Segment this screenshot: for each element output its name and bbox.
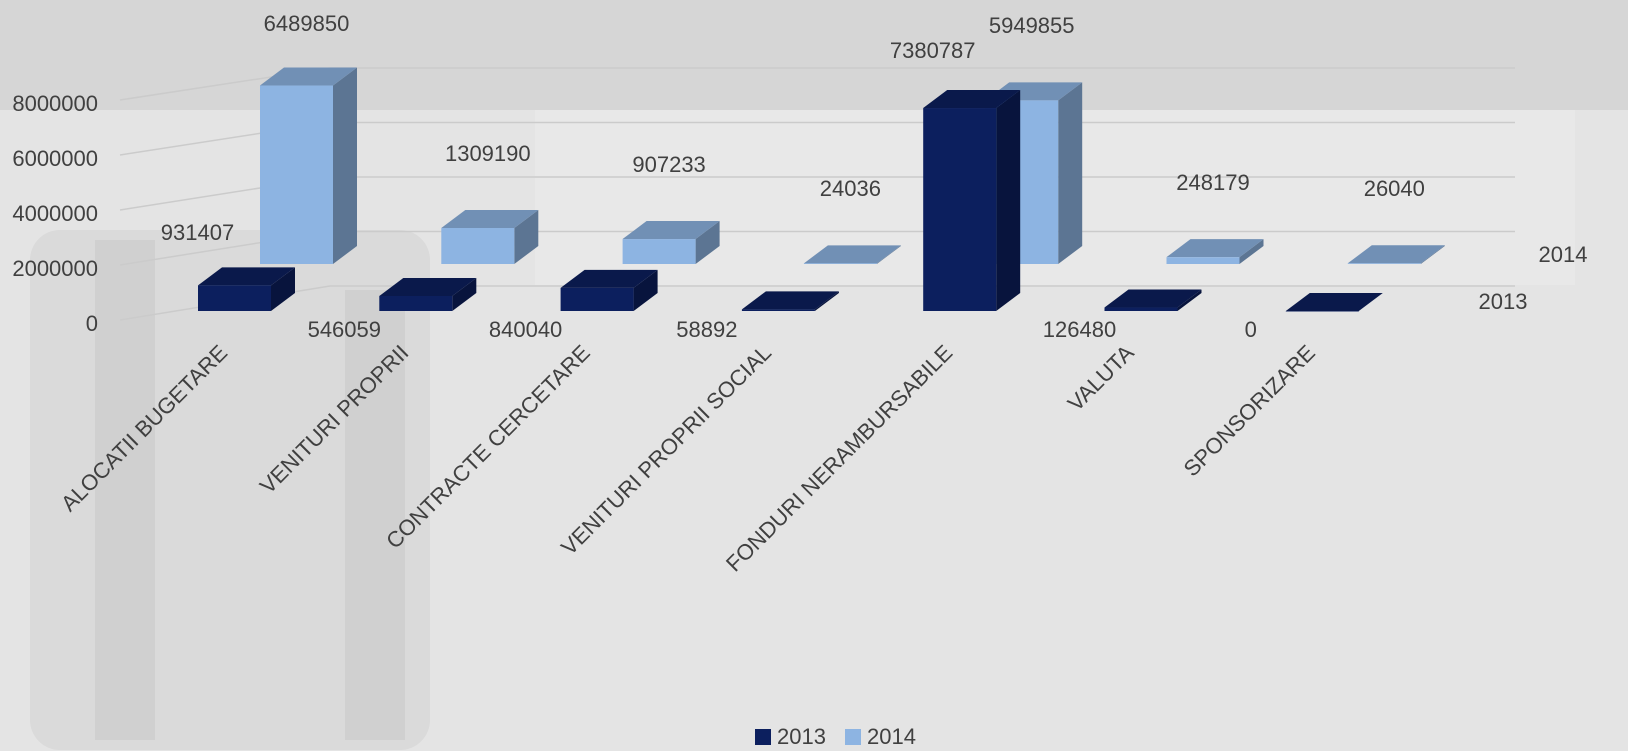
- bar-top: [1347, 245, 1445, 264]
- bar-front: [441, 227, 515, 264]
- bar: [1104, 289, 1202, 311]
- bar: [622, 221, 720, 264]
- bar-front: [1285, 311, 1359, 312]
- data-label: 1309190: [445, 141, 531, 166]
- data-label: 546059: [308, 317, 381, 342]
- bar-top: [1166, 239, 1264, 258]
- bar: [1166, 239, 1264, 264]
- bar-front: [741, 309, 815, 311]
- bar: [923, 90, 1021, 312]
- bar-front: [260, 85, 333, 265]
- bar-side: [695, 221, 720, 264]
- background-shape: [345, 290, 405, 740]
- bar-front: [1166, 257, 1240, 264]
- bar-front: [622, 239, 696, 264]
- data-label: 58892: [676, 317, 737, 342]
- bar-side: [1239, 239, 1264, 264]
- data-label: 126480: [1043, 317, 1116, 342]
- bar: [1347, 245, 1445, 264]
- bar: [260, 67, 357, 265]
- bar-top: [1104, 289, 1202, 308]
- bar-side: [876, 245, 901, 264]
- bar-side: [814, 291, 839, 311]
- bar-side: [1420, 245, 1445, 264]
- bar-top: [622, 221, 720, 240]
- legend-label: 2014: [867, 724, 916, 749]
- bar-side: [633, 269, 658, 311]
- series-axis-label: 2014: [1539, 242, 1588, 267]
- data-label: 5949855: [989, 13, 1075, 38]
- legend-swatch: [755, 729, 771, 745]
- y-tick-label: 2000000: [12, 256, 98, 281]
- bar: [803, 245, 901, 264]
- data-label: 931407: [161, 220, 234, 245]
- bar-top: [198, 267, 295, 286]
- legend-label: 2013: [777, 724, 826, 749]
- bar-top: [741, 291, 839, 310]
- bar-side: [271, 267, 295, 311]
- bar: [741, 291, 839, 311]
- bar-top: [260, 67, 357, 86]
- bar-side: [1177, 289, 1202, 311]
- bar-front: [923, 108, 997, 312]
- bar-top: [803, 245, 901, 264]
- legend-swatch: [845, 729, 861, 745]
- background-band: [0, 0, 1628, 110]
- bar-top: [379, 277, 477, 296]
- data-label: 907233: [632, 152, 705, 177]
- bar-side: [333, 67, 357, 265]
- data-label: 6489850: [264, 11, 350, 36]
- background-shape: [95, 240, 155, 740]
- bar-side: [1058, 82, 1083, 264]
- bar-front: [198, 285, 271, 311]
- bar: [560, 269, 658, 311]
- bar: [198, 267, 295, 311]
- bar-side: [514, 209, 539, 264]
- data-label: 840040: [489, 317, 562, 342]
- data-label: 24036: [820, 176, 881, 201]
- y-tick-label: 6000000: [12, 146, 98, 171]
- bar-top: [441, 209, 539, 228]
- bar-front: [379, 295, 453, 311]
- bar: [379, 277, 477, 311]
- bar: [441, 209, 539, 264]
- bar: [1285, 293, 1383, 312]
- y-tick-label: 0: [86, 311, 98, 336]
- data-label: 248179: [1176, 170, 1249, 195]
- y-tick-label: 8000000: [12, 91, 98, 116]
- bar-top: [923, 90, 1021, 109]
- data-label: 7380787: [890, 38, 976, 63]
- y-tick-label: 4000000: [12, 201, 98, 226]
- bar-side: [996, 90, 1021, 312]
- bar-top: [1285, 293, 1383, 311]
- bar-top: [560, 269, 658, 288]
- bar-front: [803, 263, 877, 264]
- bar-front: [560, 287, 634, 311]
- data-label: 0: [1245, 317, 1257, 342]
- bar-side: [452, 277, 477, 311]
- bar-front: [1347, 263, 1421, 264]
- series-axis-label: 2013: [1479, 289, 1528, 314]
- data-label: 26040: [1364, 176, 1425, 201]
- bar-front: [1104, 307, 1178, 311]
- grid-line: [119, 285, 1515, 321]
